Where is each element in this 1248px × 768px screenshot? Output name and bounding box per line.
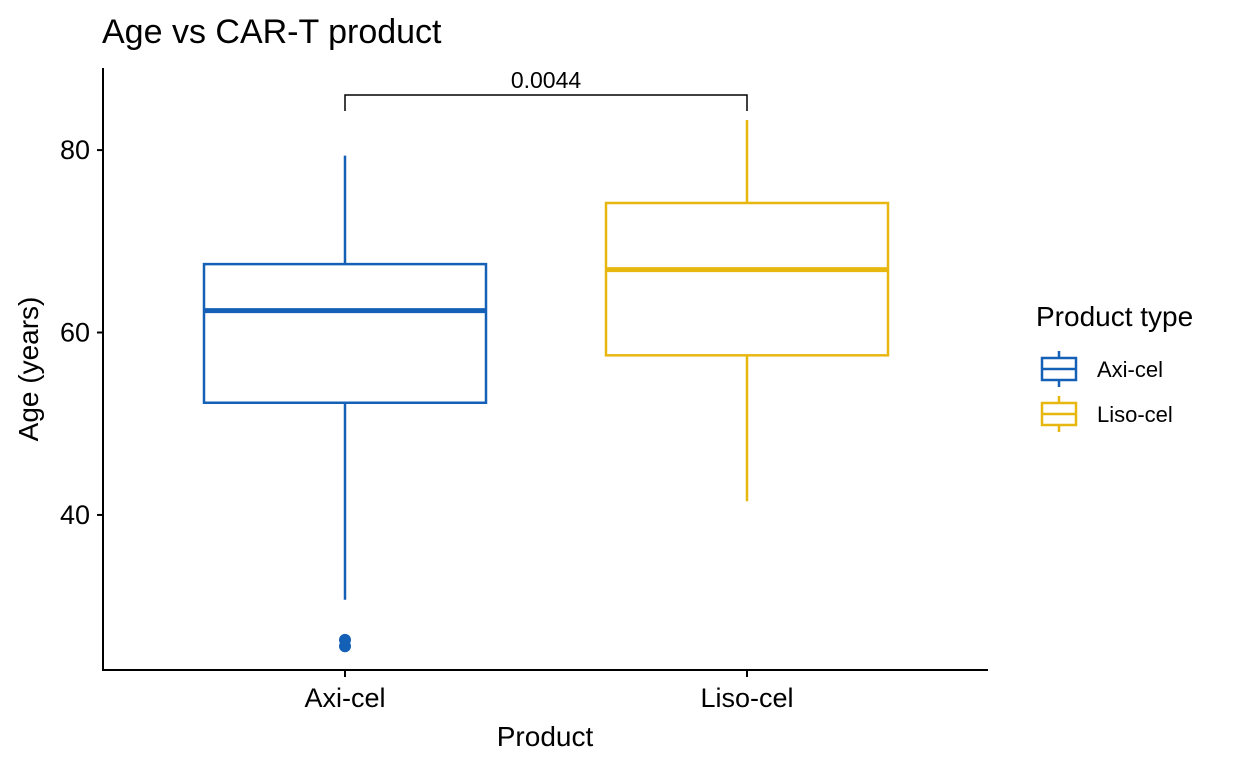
legend-label: Axi-cel <box>1097 357 1163 382</box>
x-tick-label: Liso-cel <box>700 683 793 713</box>
legend-label: Liso-cel <box>1097 402 1173 427</box>
outlier-point <box>339 640 351 653</box>
y-tick-label: 60 <box>60 318 90 348</box>
box-axi-cel <box>202 155 488 653</box>
legend-title: Product type <box>1036 301 1193 332</box>
p-value-label: 0.0044 <box>511 67 582 93</box>
y-axis-ticks: 40 60 80 <box>60 135 103 530</box>
x-axis-title: Product <box>497 721 594 752</box>
y-axis-title: Age (years) <box>13 297 44 442</box>
legend-key-liso-cel <box>1040 396 1078 432</box>
y-tick-label: 40 <box>60 500 90 530</box>
legend: Product type Axi-cel Liso-cel <box>1036 301 1193 432</box>
x-tick-label: Axi-cel <box>304 683 385 713</box>
legend-key-axi-cel <box>1040 351 1078 387</box>
box-iqr <box>202 262 488 404</box>
plot-area <box>202 119 890 653</box>
box-iqr <box>604 201 890 357</box>
bracket-line <box>344 94 748 111</box>
box-liso-cel <box>604 119 890 502</box>
y-tick-label: 80 <box>60 135 90 165</box>
chart-title: Age vs CAR-T product <box>102 13 442 51</box>
x-axis-ticks: Axi-cel Liso-cel <box>304 670 794 713</box>
significance-bracket: 0.0044 <box>344 67 748 111</box>
